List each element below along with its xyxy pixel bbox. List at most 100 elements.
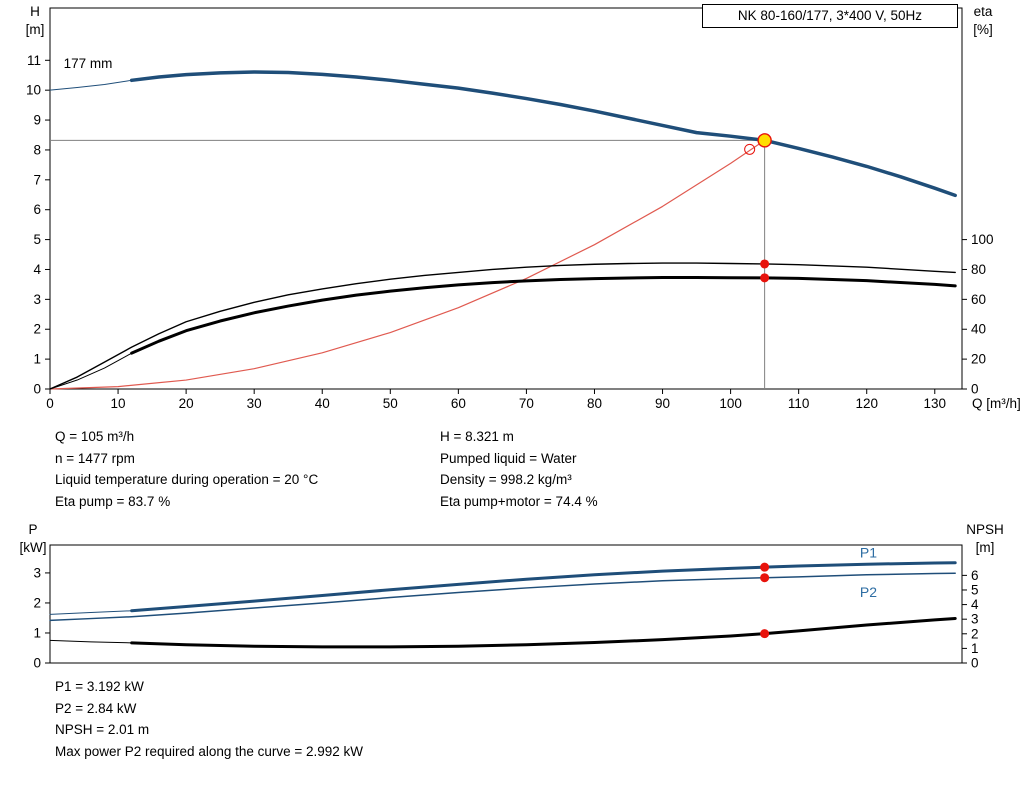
x-axis-title: Q [m³/h] [972, 396, 1021, 411]
x-tick-label: 40 [315, 396, 330, 411]
head-curve-177mm [129, 70, 957, 198]
power-info-column: P1 = 3.192 kW P2 = 2.84 kW NPSH = 2.01 m… [55, 676, 363, 762]
eta-pump-motor-point [760, 273, 770, 283]
x-tick-label: 20 [179, 396, 194, 411]
left-tick-label: 10 [26, 83, 41, 98]
left-tick-label: 6 [33, 202, 41, 217]
info-max-power: Max power P2 required along the curve = … [55, 743, 364, 759]
x-tick-label: 70 [519, 396, 534, 411]
impeller-diameter-label: 177 mm [64, 56, 113, 71]
left-tick-label: 2 [33, 322, 41, 337]
x-tick-label: 50 [383, 396, 398, 411]
x-tick-label: 100 [719, 396, 742, 411]
top-chart-left-axis-title: H [m] [12, 3, 58, 39]
p1-curve-lead [49, 610, 133, 615]
eta-pump-motor-curve-lead [49, 352, 133, 390]
p-axis-unit: [kW] [19, 540, 47, 555]
head-capacity-chart-frame [49, 7, 963, 390]
p1-point [760, 562, 770, 572]
left-tick-label: 0 [33, 382, 41, 397]
system-curve [49, 139, 766, 390]
p2-point [760, 573, 770, 583]
right-tick-label: 60 [971, 292, 986, 307]
left-tick-label: 5 [33, 232, 41, 247]
x-tick-label: 90 [655, 396, 670, 411]
right-tick-label: 0 [971, 656, 979, 671]
left-tick-label: 1 [33, 625, 41, 640]
bottom-chart-left-axis-title: P [kW] [10, 521, 56, 557]
left-tick-label: 4 [33, 262, 41, 277]
head-curve-lead [49, 79, 133, 91]
eta-pump-curve [49, 262, 956, 390]
x-tick-label: 110 [788, 396, 810, 411]
head-capacity-chart: 0 10 20 30 40 50 60 70 80 90 100 110 120 130012345678… [26, 7, 994, 411]
duty-info-left-column: Q = 105 m³/h n = 1477 rpm Liquid tempera… [55, 426, 318, 512]
info-head: H = 8.321 m [440, 429, 514, 444]
left-tick-label: 11 [27, 53, 41, 68]
left-tick-label: 0 [33, 656, 41, 671]
info-density: Density = 998.2 kg/m³ [440, 472, 572, 487]
pump-model-label: NK 80-160/177, 3*400 V, 50Hz [737, 8, 923, 23]
right-tick-label: 40 [971, 322, 986, 337]
right-tick-label: 0 [971, 382, 979, 397]
bottom-chart-right-axis-title: NPSH [m] [956, 521, 1014, 557]
top-chart-right-axis-title: eta [%] [958, 3, 1008, 39]
right-tick-label: 1 [971, 641, 979, 656]
x-tick-label: 120 [855, 396, 878, 411]
x-tick-label: 30 [247, 396, 262, 411]
p-axis-name: P [28, 522, 38, 537]
right-tick-label: 3 [971, 612, 979, 627]
duty-info-right-column: H = 8.321 m Pumped liquid = Water Densit… [440, 426, 598, 512]
right-tick-label: 5 [971, 582, 979, 597]
left-tick-label: 3 [33, 292, 41, 307]
x-tick-label: 130 [924, 396, 947, 411]
info-p1: P1 = 3.192 kW [55, 679, 144, 694]
p1-curve [130, 561, 957, 613]
info-eta-pump-motor: Eta pump+motor = 74.4 % [440, 493, 598, 509]
right-tick-label: 20 [971, 352, 986, 367]
x-tick-label: 60 [451, 396, 466, 411]
npsh-axis-unit: [m] [975, 540, 995, 555]
info-flow: Q = 105 m³/h [55, 429, 135, 444]
h-axis-name: H [30, 4, 40, 19]
left-tick-label: 7 [33, 172, 41, 187]
left-tick-label: 2 [33, 595, 41, 610]
power-npsh-chart-frame [49, 544, 963, 664]
p2-curve [49, 572, 956, 622]
right-tick-label: 80 [971, 262, 986, 277]
eta-pump-motor-curve [130, 276, 957, 355]
p2-series-label: P2 [860, 584, 877, 600]
right-tick-label: 2 [971, 626, 979, 641]
info-eta-pump: Eta pump = 83.7 % [55, 493, 171, 509]
p1-series-label: P1 [860, 544, 877, 560]
eta-axis-unit: [%] [973, 22, 993, 37]
info-liquid-temperature: Liquid temperature during operation = 20… [55, 472, 319, 487]
left-tick-label: 1 [33, 352, 41, 367]
npsh-curve-lead [49, 639, 133, 644]
duty-point [757, 133, 772, 148]
right-tick-label: 100 [971, 232, 994, 247]
x-tick-label: 10 [111, 396, 126, 411]
eta-axis-name: eta [973, 4, 993, 19]
left-tick-label: 8 [33, 142, 41, 157]
info-p2: P2 = 2.84 kW [55, 700, 137, 716]
info-npsh: NPSH = 2.01 m [55, 722, 150, 737]
x-tick-label: 80 [587, 396, 602, 411]
left-tick-label: 3 [33, 565, 41, 580]
eta-pump-point [760, 259, 770, 269]
info-pumped-liquid: Pumped liquid = Water [440, 450, 577, 466]
npsh-point [760, 629, 770, 639]
x-tick-label: 0 [46, 396, 54, 411]
h-axis-unit: [m] [25, 22, 45, 37]
right-tick-label: 4 [971, 597, 979, 612]
pump-model-box: NK 80-160/177, 3*400 V, 50Hz [702, 4, 958, 28]
npsh-curve [130, 616, 957, 649]
left-tick-label: 9 [33, 113, 41, 128]
requested-duty-point [744, 143, 756, 155]
info-speed: n = 1477 rpm [55, 450, 135, 466]
npsh-axis-name: NPSH [966, 522, 1004, 537]
